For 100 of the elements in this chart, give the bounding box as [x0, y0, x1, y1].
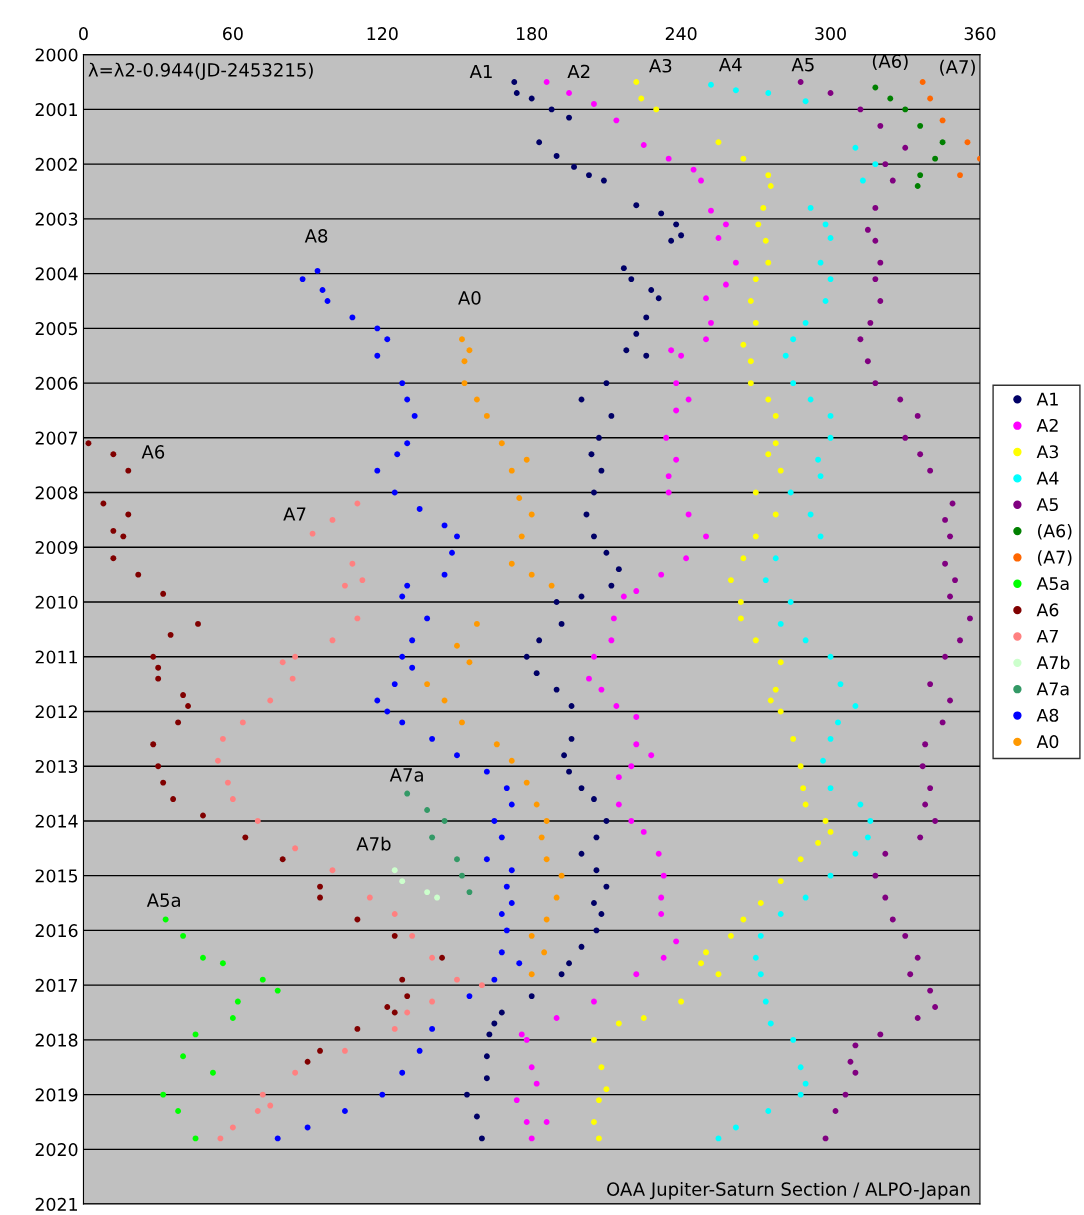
legend-label: A8: [1036, 708, 1059, 722]
point: [732, 87, 739, 94]
point: [217, 1135, 224, 1142]
x-tick-label: 0: [79, 27, 88, 41]
y-tick-label: 2010: [35, 595, 78, 609]
point: [765, 1108, 772, 1114]
point: [548, 582, 555, 589]
point: [314, 267, 321, 274]
point: [384, 708, 391, 715]
point: [200, 954, 206, 961]
point: [872, 872, 879, 879]
y-tick-label: 2015: [35, 869, 78, 883]
y-tick-label: 2006: [35, 376, 78, 390]
point: [409, 637, 416, 644]
point: [927, 95, 934, 102]
point: [374, 325, 381, 332]
point: [508, 801, 515, 808]
point: [757, 900, 764, 906]
point: [219, 735, 226, 742]
point: [847, 1058, 854, 1065]
point: [919, 79, 926, 85]
point: [615, 1020, 622, 1027]
point: [429, 954, 436, 961]
point: [214, 757, 221, 764]
point: [441, 817, 448, 824]
point: [292, 1069, 299, 1076]
point: [229, 1015, 236, 1021]
y-tick-label: 2011: [35, 650, 77, 664]
point: [708, 81, 714, 88]
point: [125, 467, 132, 474]
point: [877, 1031, 884, 1038]
point: [772, 412, 779, 419]
point: [877, 122, 884, 129]
point: [219, 960, 226, 967]
point: [591, 1036, 597, 1043]
point: [949, 500, 956, 507]
annotation: A4: [718, 57, 742, 72]
point: [889, 177, 896, 184]
point: [867, 319, 874, 326]
point: [354, 500, 361, 507]
point: [292, 653, 299, 660]
point: [391, 932, 398, 939]
point: [867, 817, 874, 824]
point: [478, 982, 485, 989]
point: [160, 590, 167, 597]
point: [752, 489, 759, 496]
annotation: A5: [791, 57, 814, 72]
point: [349, 560, 356, 567]
annotation: A3: [649, 58, 672, 73]
point: [757, 971, 764, 978]
point: [864, 226, 871, 233]
point: [802, 801, 809, 808]
point: [598, 1064, 605, 1071]
point: [807, 511, 814, 518]
point: [391, 681, 398, 688]
point: [543, 856, 550, 863]
point: [815, 456, 822, 463]
point: [160, 1091, 167, 1098]
annotation: A2: [567, 64, 590, 79]
point: [483, 768, 490, 775]
point: [466, 659, 473, 666]
point: [947, 697, 953, 704]
x-tick-label: 120: [367, 27, 398, 41]
point: [827, 90, 834, 96]
point: [907, 971, 914, 978]
point: [459, 872, 465, 879]
point: [399, 976, 406, 983]
point: [927, 681, 934, 688]
y-tick-label: 2002: [35, 157, 77, 171]
point: [767, 183, 774, 189]
point: [429, 998, 436, 1005]
y-tick-label: 2005: [35, 322, 78, 336]
point: [877, 259, 884, 266]
point: [229, 1124, 236, 1131]
point: [528, 971, 535, 978]
point: [399, 593, 406, 600]
point: [538, 834, 545, 841]
point: [541, 949, 548, 956]
y-tick-label: 2001: [35, 103, 77, 117]
point: [603, 1086, 610, 1093]
legend-label: A6: [1036, 603, 1059, 617]
point: [503, 927, 510, 934]
point: [957, 637, 963, 644]
point: [317, 1047, 323, 1054]
point: [466, 347, 473, 354]
point: [827, 735, 834, 742]
legend-label: A7: [1036, 629, 1058, 643]
point: [518, 533, 525, 540]
point: [454, 533, 460, 540]
point: [543, 817, 550, 824]
annotation: λ=λ2-0.944(JD-2453215): [88, 62, 313, 81]
annotation: A6: [141, 445, 165, 459]
point: [234, 998, 241, 1005]
point: [374, 352, 381, 359]
point: [180, 1053, 187, 1060]
point: [902, 144, 909, 151]
point: [454, 642, 460, 649]
point: [802, 319, 809, 326]
point: [633, 79, 640, 85]
point: [366, 894, 373, 901]
